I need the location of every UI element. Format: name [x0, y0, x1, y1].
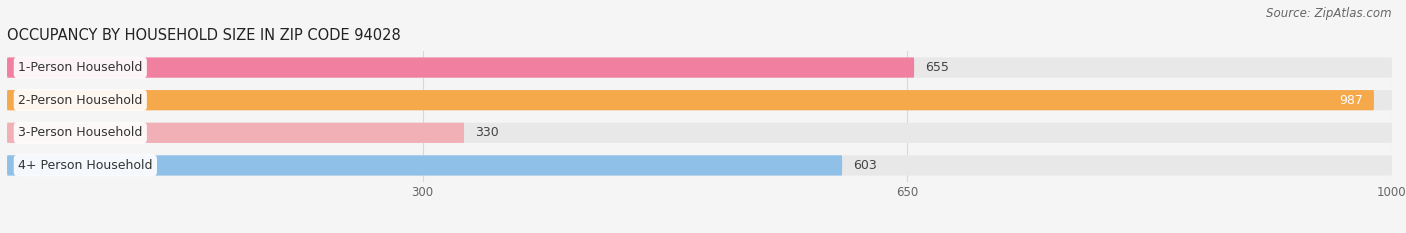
FancyBboxPatch shape [7, 123, 464, 143]
Text: 2-Person Household: 2-Person Household [18, 94, 142, 107]
FancyBboxPatch shape [7, 90, 1392, 110]
Text: 3-Person Household: 3-Person Household [18, 126, 142, 139]
Text: 655: 655 [925, 61, 949, 74]
FancyBboxPatch shape [7, 58, 914, 78]
FancyBboxPatch shape [7, 90, 1374, 110]
FancyBboxPatch shape [7, 155, 842, 175]
FancyBboxPatch shape [7, 155, 1392, 175]
Text: 4+ Person Household: 4+ Person Household [18, 159, 153, 172]
Text: OCCUPANCY BY HOUSEHOLD SIZE IN ZIP CODE 94028: OCCUPANCY BY HOUSEHOLD SIZE IN ZIP CODE … [7, 28, 401, 43]
Text: Source: ZipAtlas.com: Source: ZipAtlas.com [1267, 7, 1392, 20]
FancyBboxPatch shape [7, 123, 1392, 143]
Text: 603: 603 [853, 159, 877, 172]
Text: 330: 330 [475, 126, 499, 139]
Text: 1-Person Household: 1-Person Household [18, 61, 142, 74]
FancyBboxPatch shape [7, 58, 1392, 78]
Text: 987: 987 [1339, 94, 1362, 107]
